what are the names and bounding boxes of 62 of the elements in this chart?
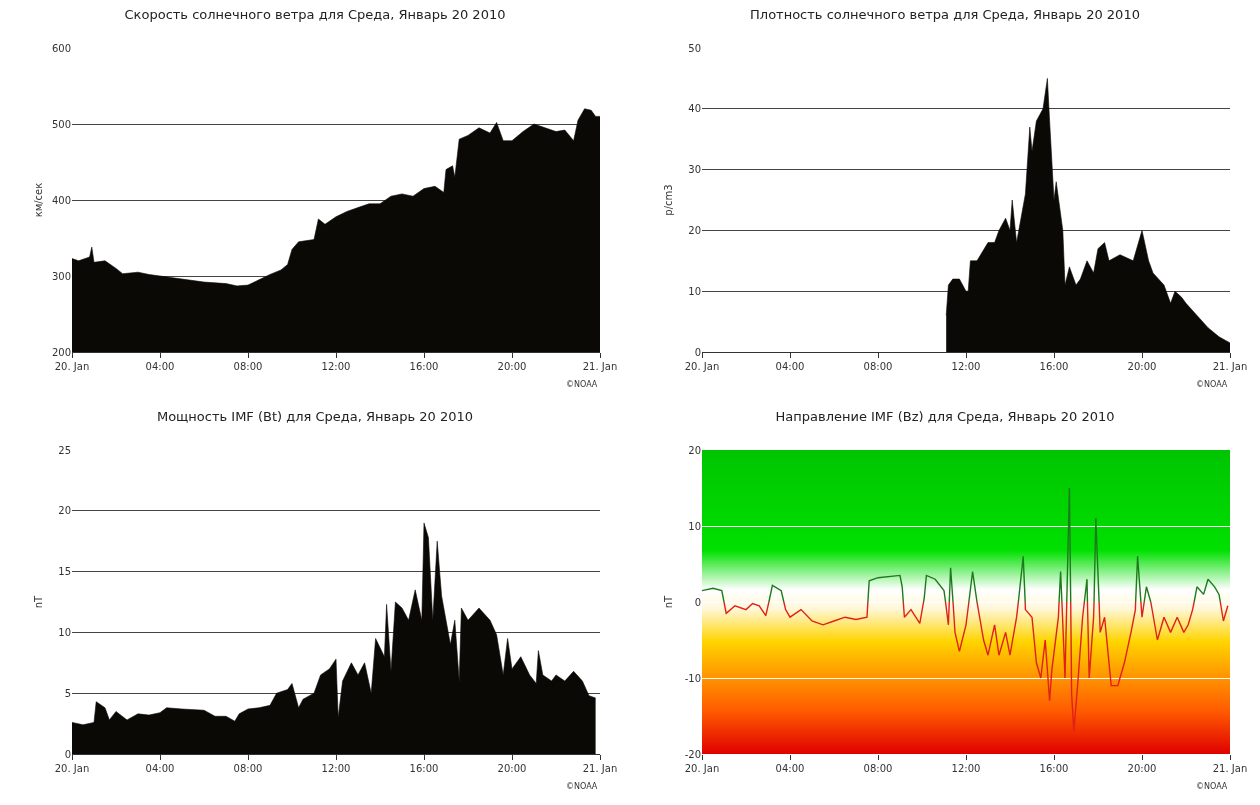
y-tick-label: 400 — [51, 194, 71, 206]
y-tick-label: 10 — [58, 626, 71, 638]
y-tick-label: 30 — [688, 164, 701, 176]
text: ©NOAA — [566, 380, 598, 389]
y-axis-title: км/сек — [33, 182, 44, 218]
y-axis-title: nT — [33, 594, 44, 609]
x-tick-label: 21. Jan — [1212, 763, 1248, 774]
x-tick-label: 21. Jan — [582, 763, 618, 774]
chart-title: Направление IMF (Bz) для Среда, Январь 20 2010 — [775, 409, 1115, 425]
x-tick-label: 08:00 — [233, 763, 263, 774]
x-tick-label: 08:00 — [863, 361, 893, 372]
x-tick-label: 20. Jan — [54, 361, 90, 372]
x-tick-label: 12:00 — [321, 361, 351, 372]
y-tick-label: 200 — [51, 346, 71, 358]
y-tick-label: 0 — [64, 748, 71, 760]
y-tick-label: 500 — [51, 118, 71, 130]
x-tick-label: 08:00 — [233, 361, 263, 372]
y-tick-label: -20 — [684, 748, 701, 760]
y-tick-label: 20 — [688, 224, 701, 236]
y-tick-label: 0 — [694, 596, 701, 608]
y-tick-label: 5 — [64, 687, 71, 699]
text: ©NOAA — [1196, 782, 1228, 791]
x-tick-label: 21. Jan — [582, 361, 618, 372]
x-tick-label: 12:00 — [321, 763, 351, 774]
x-tick-label: 20:00 — [497, 763, 527, 774]
x-tick-label: 16:00 — [409, 763, 439, 774]
x-tick-label: 20:00 — [1127, 763, 1157, 774]
x-tick-label: 04:00 — [775, 361, 805, 372]
y-axis-title: p/cm3 — [663, 184, 674, 216]
x-tick-label: 21. Jan — [1212, 361, 1248, 372]
x-tick-label: 08:00 — [863, 763, 893, 774]
x-tick-label: 04:00 — [775, 763, 805, 774]
y-tick-label: 50 — [688, 42, 701, 54]
chart-title: Плотность солнечного ветра для Среда, Январь 20 2010 — [750, 7, 1140, 23]
y-tick-label: -10 — [684, 672, 701, 684]
y-tick-label: 0 — [694, 346, 701, 358]
x-tick-label: 20. Jan — [54, 763, 90, 774]
y-tick-label: 25 — [58, 444, 71, 456]
x-tick-label: 20:00 — [497, 361, 527, 372]
y-axis-title: nT — [663, 594, 674, 609]
x-tick-label: 16:00 — [409, 361, 439, 372]
y-tick-label: 20 — [688, 444, 701, 456]
x-tick-label: 12:00 — [951, 361, 981, 372]
y-tick-label: 10 — [688, 285, 701, 297]
x-tick-label: 20. Jan — [684, 763, 720, 774]
y-tick-label: 20 — [58, 505, 71, 517]
y-tick-label: 40 — [688, 103, 701, 115]
x-tick-label: 20:00 — [1127, 361, 1157, 372]
x-tick-label: 16:00 — [1039, 361, 1069, 372]
y-tick-label: 600 — [51, 42, 71, 54]
y-tick-label: 300 — [51, 270, 71, 282]
x-tick-label: 16:00 — [1039, 763, 1069, 774]
x-tick-label: 04:00 — [145, 763, 175, 774]
chart-title: Скорость солнечного ветра для Среда, Январь 20 2010 — [124, 7, 506, 23]
chart-title: Мощность IMF (Bt) для Среда, Январь 20 2010 — [156, 409, 474, 425]
y-tick-label: 15 — [58, 566, 71, 578]
x-tick-label: 12:00 — [951, 763, 981, 774]
text: ©NOAA — [1196, 380, 1228, 389]
y-tick-label: 10 — [688, 520, 701, 532]
text: ©NOAA — [566, 782, 598, 791]
x-tick-label: 04:00 — [145, 361, 175, 372]
x-tick-label: 20. Jan — [684, 361, 720, 372]
